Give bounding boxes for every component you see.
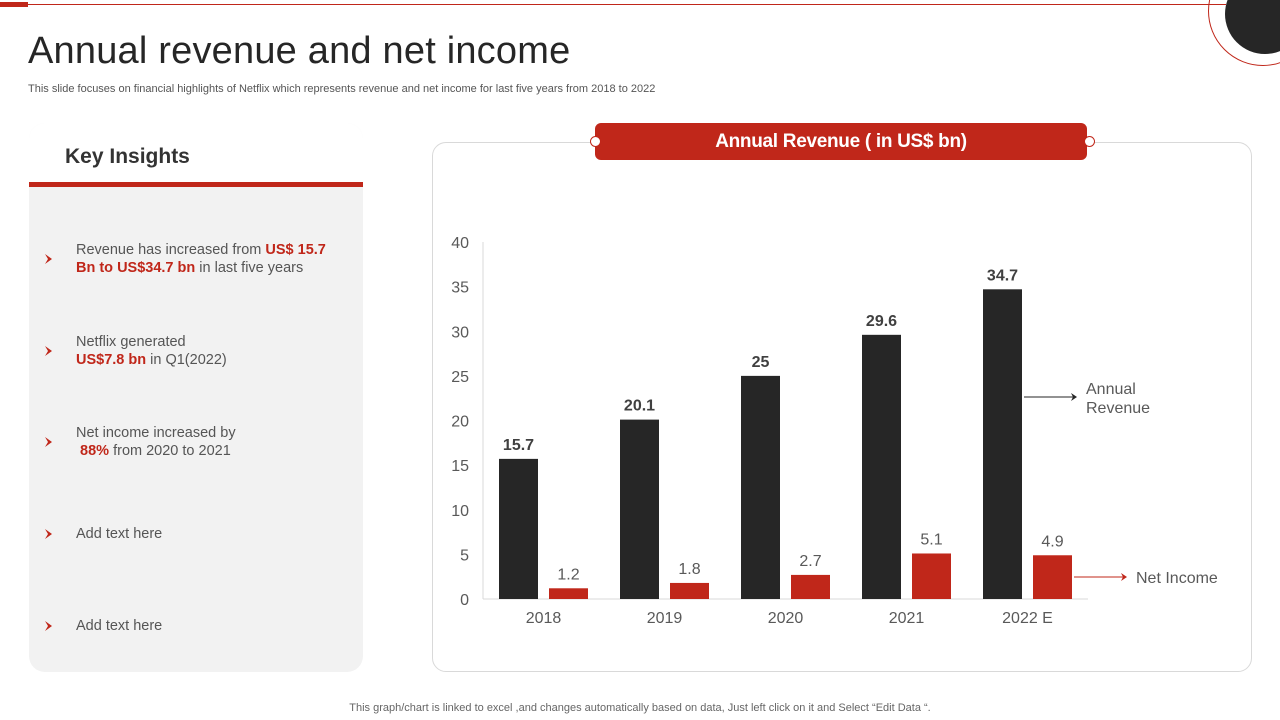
bar-net-income <box>1033 555 1072 599</box>
chart-title: Annual Revenue ( in US$ bn) <box>595 123 1087 160</box>
insight-text-plain: Revenue has increased from <box>76 242 266 258</box>
top-rule <box>0 4 1226 5</box>
legend-label: Net Income <box>1136 570 1218 587</box>
arrow-right-icon <box>1071 393 1077 401</box>
data-label: 5.1 <box>920 531 942 548</box>
insight-item: Net income increased by 88% from 2020 to… <box>43 424 343 460</box>
insight-item: Add text here <box>43 617 343 635</box>
key-insights-panel: Key Insights Revenue has increased from … <box>29 123 363 672</box>
insight-text-highlight: 88% <box>80 443 110 459</box>
insight-text-plain: Add text here <box>76 618 163 634</box>
y-tick-label: 5 <box>460 547 469 564</box>
bar-annual-revenue <box>862 334 901 599</box>
x-tick-label: 2022 E <box>1002 610 1053 627</box>
insight-text-plain: Add text here <box>76 526 163 542</box>
key-insights-header: Key Insights <box>29 123 363 187</box>
y-tick-label: 25 <box>451 369 469 386</box>
legend-label: Annual <box>1086 381 1136 398</box>
insight-text[interactable]: Add text here <box>76 617 336 635</box>
bar-net-income <box>912 553 951 599</box>
insight-text-highlight: US$7.8 bn <box>76 352 147 368</box>
legend-label: Revenue <box>1086 400 1150 417</box>
bar-net-income <box>670 582 709 599</box>
x-tick-label: 2019 <box>647 610 683 627</box>
insight-text[interactable]: Add text here <box>76 525 336 543</box>
data-label: 1.8 <box>678 561 700 578</box>
bar-net-income <box>791 574 830 599</box>
y-tick-label: 30 <box>451 324 469 341</box>
footer-note: This graph/chart is linked to excel ,and… <box>349 702 931 714</box>
bar-net-income <box>549 588 588 599</box>
chevron-right-icon <box>45 621 52 631</box>
chevron-right-icon <box>45 346 52 356</box>
chevron-right-icon <box>45 254 52 264</box>
data-label: 1.2 <box>557 566 579 583</box>
data-label: 34.7 <box>987 267 1018 284</box>
insight-text-plain: in Q1(2022) <box>146 352 227 368</box>
insight-item: Revenue has increased from US$ 15.7 Bn t… <box>43 241 343 277</box>
page-title: Annual revenue and net income <box>28 30 571 72</box>
y-tick-label: 15 <box>451 458 469 475</box>
data-label: 2.7 <box>799 553 821 570</box>
insight-text: Revenue has increased from US$ 15.7 Bn t… <box>76 241 336 277</box>
insight-text: Netflix generated US$7.8 bn in Q1(2022) <box>76 333 336 369</box>
insight-text-plain: from 2020 to 2021 <box>109 443 231 459</box>
bar-annual-revenue <box>499 458 538 599</box>
insight-text-highlight: US$ 15.7 Bn to US$34.7 bn <box>76 242 326 276</box>
x-tick-label: 2020 <box>768 610 804 627</box>
insight-text-plain: Netflix generated <box>76 334 186 350</box>
y-tick-label: 35 <box>451 280 469 297</box>
bar-annual-revenue <box>620 419 659 599</box>
bar-annual-revenue <box>741 375 780 599</box>
data-label: 29.6 <box>866 313 897 330</box>
key-insights-title: Key Insights <box>65 145 190 168</box>
y-tick-label: 0 <box>460 592 469 609</box>
insight-item: Netflix generated US$7.8 bn in Q1(2022) <box>43 333 343 369</box>
chevron-right-icon <box>45 529 52 539</box>
top-accent-bar <box>0 2 28 7</box>
key-insights-rule <box>29 182 363 187</box>
arrow-right-icon <box>1121 573 1127 581</box>
data-label: 4.9 <box>1041 533 1063 550</box>
x-tick-label: 2018 <box>526 610 562 627</box>
bar-annual-revenue <box>983 289 1022 599</box>
insight-text-plain: Net income increased by <box>76 425 236 441</box>
insight-text: Net income increased by 88% from 2020 to… <box>76 424 336 460</box>
insight-item: Add text here <box>43 525 343 543</box>
chevron-right-icon <box>45 437 52 447</box>
data-label: 20.1 <box>624 398 655 415</box>
data-label: 25 <box>752 354 770 371</box>
y-tick-label: 40 <box>451 235 469 252</box>
insight-text-plain: in last five years <box>195 260 304 276</box>
data-label: 15.7 <box>503 437 534 454</box>
chart-title-left-dot <box>590 136 601 147</box>
page-subtitle: This slide focuses on financial highligh… <box>28 83 656 95</box>
y-tick-label: 10 <box>451 503 469 520</box>
x-tick-label: 2021 <box>889 610 925 627</box>
chart-title-right-dot <box>1084 136 1095 147</box>
y-tick-label: 20 <box>451 414 469 431</box>
